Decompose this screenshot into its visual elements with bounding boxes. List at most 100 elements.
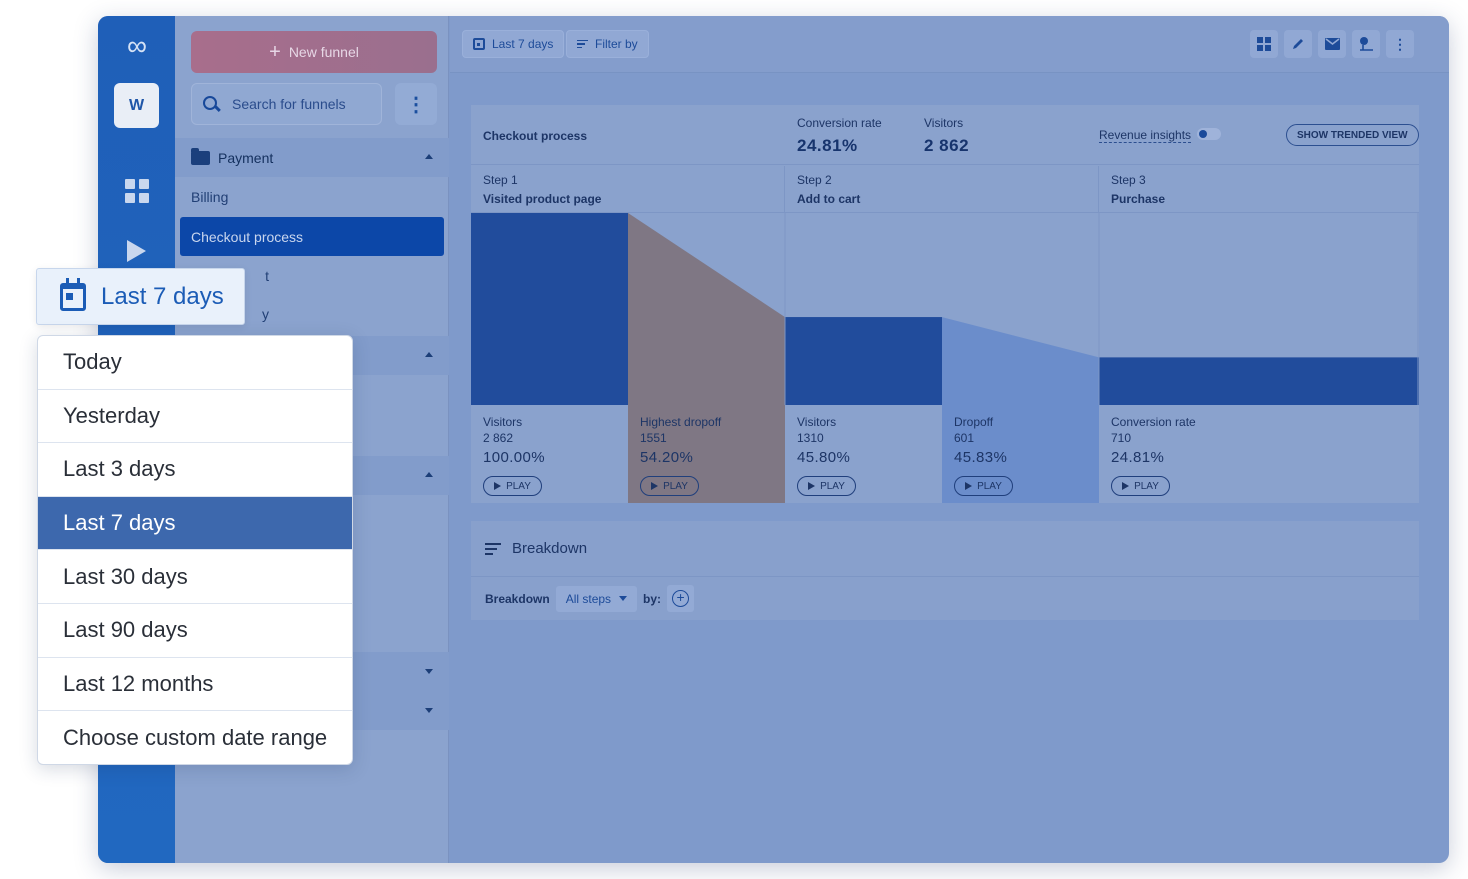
date-option[interactable]: Last 3 days bbox=[38, 443, 352, 497]
mail-icon[interactable] bbox=[1318, 30, 1346, 58]
play-button[interactable]: PLAY bbox=[640, 476, 699, 496]
play-icon bbox=[1122, 482, 1130, 490]
funnel-dropoff-area-step-2[interactable] bbox=[942, 317, 1099, 405]
date-range-chip-zoomed[interactable]: Last 7 days bbox=[36, 268, 245, 325]
step-number: Step 1 bbox=[483, 173, 518, 187]
group-label: Payment bbox=[218, 149, 274, 166]
chevron-down-icon bbox=[425, 669, 433, 674]
revenue-insights-toggle[interactable] bbox=[1197, 128, 1221, 140]
play-icon bbox=[808, 482, 816, 490]
date-option[interactable]: Last 12 months bbox=[38, 658, 352, 712]
funnel-header: Checkout process Conversion rate 24.81% … bbox=[471, 105, 1419, 165]
funnel-bar-step-1[interactable] bbox=[471, 213, 628, 405]
dashboard-icon[interactable] bbox=[1250, 30, 1278, 58]
date-option[interactable]: Choose custom date range bbox=[63, 724, 328, 750]
sidebar-item-checkout-process[interactable]: Checkout process bbox=[180, 217, 444, 256]
play-label: PLAY bbox=[820, 480, 845, 492]
step-header: Step 1 Visited product page bbox=[471, 166, 785, 213]
funnel-panel: Checkout process Conversion rate 24.81% … bbox=[471, 105, 1419, 503]
chevron-up-icon bbox=[425, 472, 433, 477]
infinity-logo-icon[interactable]: ∞ bbox=[127, 30, 147, 61]
steps-select[interactable]: All steps bbox=[555, 585, 638, 612]
play-label: PLAY bbox=[506, 480, 531, 492]
top-toolbar: Last 7 days Filter by ⋮ bbox=[450, 16, 1449, 73]
stat-label: Visitors bbox=[797, 415, 837, 429]
stat-percent: 100.00% bbox=[483, 449, 546, 466]
step-stat: Visitors 1310 45.80% PLAY bbox=[785, 405, 942, 503]
breakdown-panel: Breakdown Breakdown All steps by: + bbox=[471, 521, 1419, 620]
step-title: Purchase bbox=[1111, 192, 1166, 206]
date-option[interactable]: Last 30 days bbox=[38, 550, 352, 604]
stat-label: Conversion rate bbox=[1111, 415, 1196, 429]
play-icon bbox=[651, 482, 659, 490]
filter-label: Filter by bbox=[595, 37, 638, 51]
plus-circle-icon: + bbox=[672, 590, 690, 607]
filter-icon bbox=[577, 39, 588, 49]
play-button[interactable]: PLAY bbox=[1111, 476, 1170, 496]
sidebar-item-partial[interactable]: y bbox=[262, 305, 269, 322]
workspace-avatar[interactable]: W bbox=[114, 83, 159, 128]
step-title: Add to cart bbox=[797, 192, 861, 206]
stat-percent: 45.83% bbox=[954, 449, 1008, 466]
new-funnel-label: New funnel bbox=[288, 44, 359, 60]
pencil-icon[interactable] bbox=[1284, 30, 1312, 58]
calendar-icon bbox=[60, 277, 86, 311]
add-breakdown-button[interactable]: + bbox=[667, 585, 695, 612]
by-label: by: bbox=[643, 591, 662, 606]
chevron-up-icon bbox=[425, 154, 433, 159]
step-stat: Highest dropoff 1551 54.20% PLAY bbox=[628, 405, 785, 503]
step-title: Visited product page bbox=[483, 192, 602, 206]
stat-percent: 54.20% bbox=[640, 449, 694, 466]
funnel-bar-step-2[interactable] bbox=[785, 317, 942, 405]
date-range-chip[interactable]: Last 7 days bbox=[462, 30, 565, 58]
play-button[interactable]: PLAY bbox=[954, 476, 1013, 496]
step-stat: Conversion rate 710 24.81% PLAY bbox=[1099, 405, 1419, 503]
breakdown-title: Breakdown bbox=[512, 540, 588, 557]
steps-select-value: All steps bbox=[565, 591, 612, 606]
play-button[interactable]: PLAY bbox=[797, 476, 856, 496]
date-option[interactable]: Last 90 days bbox=[38, 604, 352, 658]
conversion-rate-label: Conversion rate bbox=[797, 116, 882, 130]
stat-label: Highest dropoff bbox=[640, 415, 722, 429]
show-trended-view-button[interactable]: SHOW TRENDED VIEW bbox=[1286, 124, 1419, 146]
play-label: PLAY bbox=[1134, 480, 1159, 492]
breakdown-row-label: Breakdown bbox=[485, 591, 550, 606]
date-option[interactable]: Today bbox=[38, 336, 352, 390]
funnel-dropoff-area-step-1[interactable] bbox=[628, 213, 785, 405]
group-payment[interactable]: Payment bbox=[175, 138, 449, 177]
caret-down-icon bbox=[619, 596, 628, 601]
sidebar-item-partial[interactable]: t bbox=[265, 267, 269, 284]
date-option[interactable]: Yesterday bbox=[38, 390, 352, 444]
sidebar-item-billing[interactable]: Billing bbox=[191, 188, 229, 205]
filter-chip[interactable]: Filter by bbox=[566, 30, 649, 58]
date-option[interactable]: Last 7 days bbox=[38, 496, 352, 551]
chevron-down-icon bbox=[425, 708, 433, 713]
more-vertical-icon[interactable]: ⋮ bbox=[1386, 30, 1414, 58]
funnel-name: Checkout process bbox=[483, 129, 588, 143]
step-stat: Dropoff 601 45.83% PLAY bbox=[942, 405, 1099, 503]
user-pin-icon[interactable] bbox=[1352, 30, 1380, 58]
funnel-bar-step-3[interactable] bbox=[1099, 357, 1419, 405]
stat-count: 710 bbox=[1111, 431, 1132, 445]
chevron-up-icon bbox=[425, 352, 433, 357]
play-icon[interactable] bbox=[127, 240, 146, 262]
stat-label: Visitors bbox=[483, 415, 523, 429]
date-range-label: Last 7 days bbox=[492, 37, 554, 51]
play-label: PLAY bbox=[663, 480, 688, 492]
stat-percent: 24.81% bbox=[1111, 449, 1165, 466]
new-funnel-button[interactable]: + New funnel bbox=[191, 31, 437, 73]
stat-count: 1551 bbox=[640, 431, 667, 445]
app-window: ∞ W + New funnel Search for funnels ⋮ Pa… bbox=[98, 16, 1449, 863]
search-input[interactable]: Search for funnels bbox=[191, 83, 382, 125]
conversion-rate-value: 24.81% bbox=[797, 136, 858, 155]
play-button[interactable]: PLAY bbox=[483, 476, 542, 496]
step-header: Step 2 Add to cart bbox=[785, 166, 1099, 213]
funnel-chart bbox=[471, 213, 1419, 405]
more-vertical-icon[interactable]: ⋮ bbox=[395, 83, 437, 125]
dashboard-icon[interactable] bbox=[125, 179, 149, 203]
visitors-label: Visitors bbox=[924, 116, 964, 130]
plus-icon: + bbox=[269, 41, 281, 63]
step-header: Step 3 Purchase bbox=[1099, 166, 1419, 213]
revenue-insights-link[interactable]: Revenue insights bbox=[1099, 128, 1192, 143]
stat-count: 601 bbox=[954, 431, 975, 445]
